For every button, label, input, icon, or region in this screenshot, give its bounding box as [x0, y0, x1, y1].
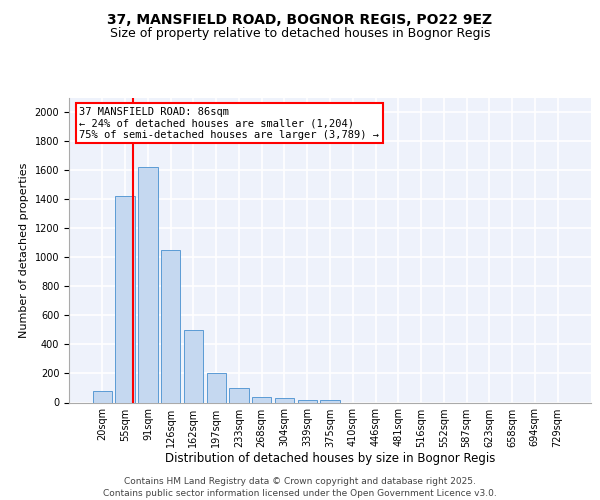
Text: Size of property relative to detached houses in Bognor Regis: Size of property relative to detached ho… [110, 28, 490, 40]
Bar [320, 400, 340, 402]
Bar [206, 372, 226, 402]
Text: Contains public sector information licensed under the Open Government Licence v3: Contains public sector information licen… [103, 488, 497, 498]
Bar [93, 391, 112, 402]
Bar [229, 388, 248, 402]
Y-axis label: Number of detached properties: Number of detached properties [19, 162, 29, 338]
Bar [161, 250, 181, 402]
X-axis label: Distribution of detached houses by size in Bognor Regis: Distribution of detached houses by size … [165, 452, 495, 466]
Bar [115, 196, 135, 402]
Bar [252, 396, 271, 402]
Bar [298, 400, 317, 402]
Text: 37 MANSFIELD ROAD: 86sqm
← 24% of detached houses are smaller (1,204)
75% of sem: 37 MANSFIELD ROAD: 86sqm ← 24% of detach… [79, 106, 379, 140]
Bar [275, 398, 294, 402]
Bar [184, 330, 203, 402]
Bar [138, 167, 158, 402]
Text: 37, MANSFIELD ROAD, BOGNOR REGIS, PO22 9EZ: 37, MANSFIELD ROAD, BOGNOR REGIS, PO22 9… [107, 12, 493, 26]
Text: Contains HM Land Registry data © Crown copyright and database right 2025.: Contains HM Land Registry data © Crown c… [124, 477, 476, 486]
